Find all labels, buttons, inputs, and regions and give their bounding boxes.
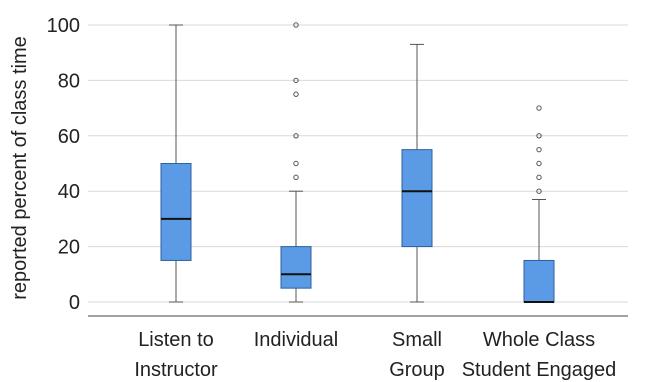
outlier-point	[293, 77, 299, 84]
outlier-point	[536, 174, 542, 181]
outlier-point	[536, 133, 542, 139]
boxes	[160, 22, 555, 303]
y-tick-label: 80	[58, 70, 80, 92]
box	[523, 259, 555, 303]
outlier-point	[536, 188, 542, 194]
box	[160, 163, 192, 261]
y-axis-label: reported percent of class time	[9, 36, 31, 299]
outlier-point	[536, 160, 542, 167]
category-label: Group	[389, 359, 445, 381]
category-label: Instructor	[134, 359, 218, 381]
outlier-point	[293, 160, 299, 167]
y-tick-label: 20	[58, 237, 80, 259]
box	[401, 149, 433, 248]
outlier-point	[536, 146, 542, 153]
outlier-point	[293, 133, 299, 139]
y-tick-labels: 0 20 40 60 80 100	[47, 15, 80, 314]
outlier-point	[293, 174, 299, 181]
box-group	[160, 24, 192, 303]
y-tick-label: 60	[58, 126, 80, 148]
box	[280, 246, 312, 289]
category-labels: Listen to Instructor Individual Small Group W…	[134, 329, 616, 381]
category-label: Individual	[254, 329, 339, 351]
y-tick-label: 100	[47, 15, 80, 37]
y-tick-label: 40	[58, 181, 80, 203]
outlier-point	[536, 105, 542, 111]
box-group	[401, 43, 433, 303]
category-label: Listen to	[138, 329, 214, 351]
y-tick-label: 0	[69, 292, 80, 314]
outlier-point	[293, 22, 299, 28]
box-group	[280, 22, 312, 303]
category-label: Small	[392, 329, 442, 351]
category-label: Whole Class	[483, 329, 595, 351]
category-label: Student Engaged	[462, 359, 617, 381]
outlier-point	[293, 91, 299, 97]
box-group	[523, 105, 555, 303]
